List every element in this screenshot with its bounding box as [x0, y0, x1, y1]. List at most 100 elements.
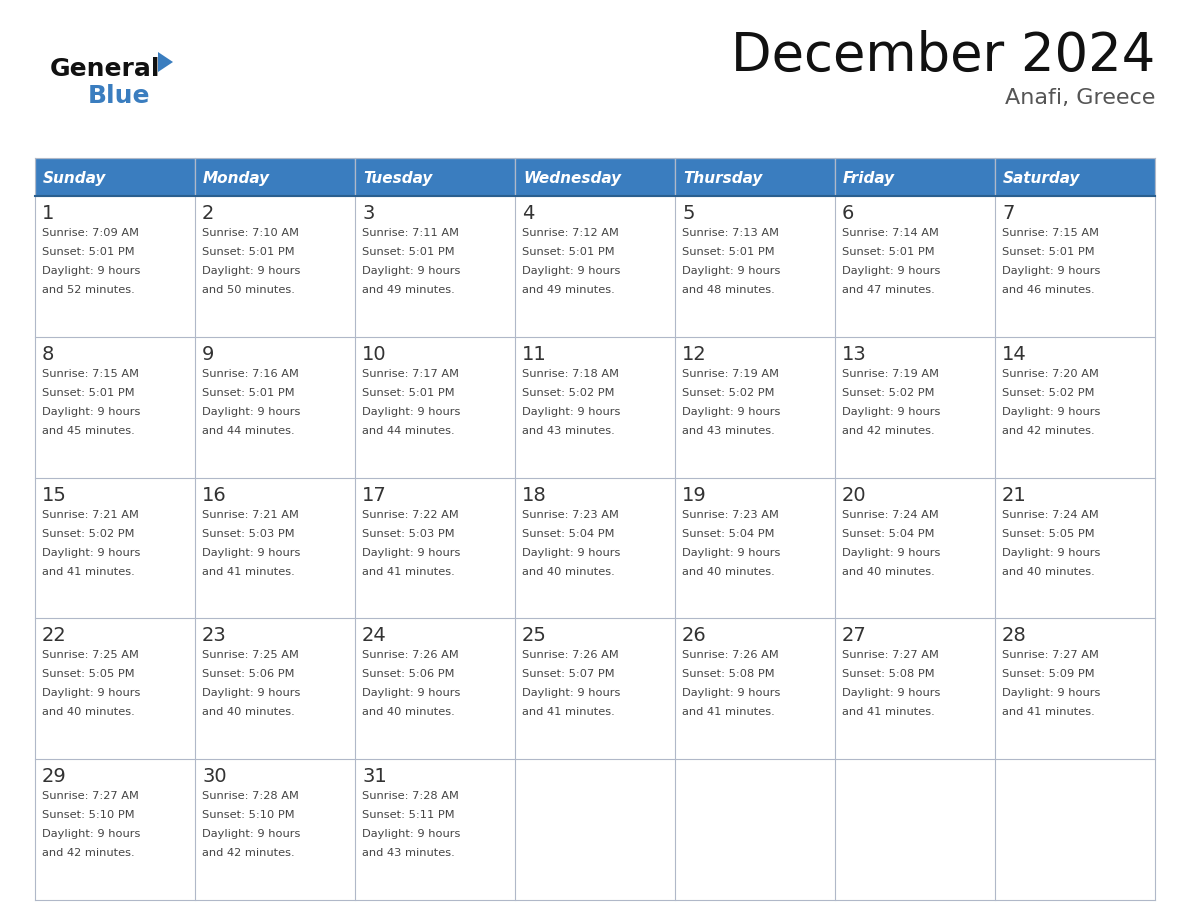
Text: 17: 17	[362, 486, 387, 505]
Bar	[34, 759, 195, 900]
Text: and 42 minutes.: and 42 minutes.	[202, 848, 295, 858]
Text: and 40 minutes.: and 40 minutes.	[1001, 566, 1095, 577]
Bar	[195, 158, 355, 196]
Text: Monday: Monday	[203, 171, 270, 185]
Text: Daylight: 9 hours: Daylight: 9 hours	[1001, 266, 1100, 276]
Text: Daylight: 9 hours: Daylight: 9 hours	[42, 548, 140, 557]
Text: Sunrise: 7:25 AM: Sunrise: 7:25 AM	[42, 650, 139, 660]
Text: Daylight: 9 hours: Daylight: 9 hours	[362, 407, 461, 417]
Text: Daylight: 9 hours: Daylight: 9 hours	[42, 829, 140, 839]
Text: 14: 14	[1001, 345, 1026, 364]
Text: Sunset: 5:06 PM: Sunset: 5:06 PM	[362, 669, 455, 679]
Text: Sunset: 5:09 PM: Sunset: 5:09 PM	[1001, 669, 1094, 679]
Text: and 48 minutes.: and 48 minutes.	[682, 285, 775, 295]
Bar	[675, 619, 835, 759]
Bar	[34, 477, 195, 619]
Text: Daylight: 9 hours: Daylight: 9 hours	[202, 829, 301, 839]
Text: Sunrise: 7:19 AM: Sunrise: 7:19 AM	[682, 369, 779, 379]
Bar	[996, 337, 1155, 477]
Text: and 49 minutes.: and 49 minutes.	[522, 285, 614, 295]
Text: Daylight: 9 hours: Daylight: 9 hours	[362, 688, 461, 699]
Bar	[34, 337, 195, 477]
Text: and 49 minutes.: and 49 minutes.	[362, 285, 455, 295]
Bar	[516, 158, 675, 196]
Text: Daylight: 9 hours: Daylight: 9 hours	[42, 407, 140, 417]
Text: Sunset: 5:07 PM: Sunset: 5:07 PM	[522, 669, 614, 679]
Text: Sunrise: 7:14 AM: Sunrise: 7:14 AM	[842, 228, 939, 238]
Text: Sunrise: 7:09 AM: Sunrise: 7:09 AM	[42, 228, 139, 238]
Text: Daylight: 9 hours: Daylight: 9 hours	[522, 688, 620, 699]
Text: Sunset: 5:01 PM: Sunset: 5:01 PM	[362, 247, 455, 257]
Bar	[835, 337, 996, 477]
Text: 26: 26	[682, 626, 707, 645]
Text: 9: 9	[202, 345, 214, 364]
Bar	[996, 619, 1155, 759]
Text: Daylight: 9 hours: Daylight: 9 hours	[1001, 548, 1100, 557]
Bar	[34, 196, 195, 337]
Text: 21: 21	[1001, 486, 1026, 505]
Bar	[835, 759, 996, 900]
Text: and 42 minutes.: and 42 minutes.	[842, 426, 935, 436]
Text: Sunrise: 7:27 AM: Sunrise: 7:27 AM	[1001, 650, 1099, 660]
Text: Sunrise: 7:27 AM: Sunrise: 7:27 AM	[42, 791, 139, 801]
Text: 7: 7	[1001, 204, 1015, 223]
Text: 11: 11	[522, 345, 546, 364]
Text: Sunrise: 7:26 AM: Sunrise: 7:26 AM	[362, 650, 459, 660]
Text: Sunset: 5:04 PM: Sunset: 5:04 PM	[842, 529, 935, 539]
Text: Daylight: 9 hours: Daylight: 9 hours	[202, 688, 301, 699]
Text: and 43 minutes.: and 43 minutes.	[362, 848, 455, 858]
Bar	[516, 759, 675, 900]
Text: and 44 minutes.: and 44 minutes.	[362, 426, 455, 436]
Text: Daylight: 9 hours: Daylight: 9 hours	[522, 266, 620, 276]
Text: Daylight: 9 hours: Daylight: 9 hours	[1001, 688, 1100, 699]
Text: Daylight: 9 hours: Daylight: 9 hours	[362, 829, 461, 839]
Text: and 41 minutes.: and 41 minutes.	[1001, 708, 1095, 717]
Text: 20: 20	[842, 486, 866, 505]
Text: Thursday: Thursday	[683, 171, 763, 185]
Text: and 43 minutes.: and 43 minutes.	[522, 426, 614, 436]
Text: Anafi, Greece: Anafi, Greece	[1005, 88, 1155, 108]
Text: Sunset: 5:10 PM: Sunset: 5:10 PM	[42, 811, 134, 820]
Text: 8: 8	[42, 345, 55, 364]
Text: 27: 27	[842, 626, 867, 645]
Text: Sunrise: 7:12 AM: Sunrise: 7:12 AM	[522, 228, 619, 238]
Text: 12: 12	[682, 345, 707, 364]
Text: Sunrise: 7:20 AM: Sunrise: 7:20 AM	[1001, 369, 1099, 379]
Bar	[516, 337, 675, 477]
Text: and 41 minutes.: and 41 minutes.	[522, 708, 614, 717]
Text: Daylight: 9 hours: Daylight: 9 hours	[842, 266, 941, 276]
Text: Sunset: 5:03 PM: Sunset: 5:03 PM	[362, 529, 455, 539]
Text: Daylight: 9 hours: Daylight: 9 hours	[362, 266, 461, 276]
Bar	[34, 619, 195, 759]
Bar	[835, 196, 996, 337]
Bar	[355, 477, 516, 619]
Text: Sunset: 5:02 PM: Sunset: 5:02 PM	[682, 387, 775, 397]
Text: Sunset: 5:01 PM: Sunset: 5:01 PM	[1001, 247, 1094, 257]
Polygon shape	[158, 52, 173, 72]
Text: Sunset: 5:01 PM: Sunset: 5:01 PM	[682, 247, 775, 257]
Bar	[516, 619, 675, 759]
Text: Sunset: 5:03 PM: Sunset: 5:03 PM	[202, 529, 295, 539]
Bar	[516, 196, 675, 337]
Bar	[835, 619, 996, 759]
Text: Sunrise: 7:19 AM: Sunrise: 7:19 AM	[842, 369, 939, 379]
Text: Sunrise: 7:17 AM: Sunrise: 7:17 AM	[362, 369, 459, 379]
Bar	[996, 477, 1155, 619]
Text: Sunrise: 7:11 AM: Sunrise: 7:11 AM	[362, 228, 459, 238]
Text: Sunrise: 7:24 AM: Sunrise: 7:24 AM	[842, 509, 939, 520]
Text: and 40 minutes.: and 40 minutes.	[202, 708, 295, 717]
Bar	[675, 158, 835, 196]
Text: 1: 1	[42, 204, 55, 223]
Text: Daylight: 9 hours: Daylight: 9 hours	[842, 407, 941, 417]
Bar	[675, 196, 835, 337]
Text: Tuesday: Tuesday	[364, 171, 432, 185]
Text: Sunrise: 7:28 AM: Sunrise: 7:28 AM	[362, 791, 459, 801]
Text: 29: 29	[42, 767, 67, 786]
Bar	[195, 477, 355, 619]
Text: Daylight: 9 hours: Daylight: 9 hours	[1001, 407, 1100, 417]
Text: Sunday: Sunday	[43, 171, 107, 185]
Text: Sunrise: 7:21 AM: Sunrise: 7:21 AM	[42, 509, 139, 520]
Text: Sunset: 5:04 PM: Sunset: 5:04 PM	[522, 529, 614, 539]
Text: Daylight: 9 hours: Daylight: 9 hours	[682, 266, 781, 276]
Text: 19: 19	[682, 486, 707, 505]
